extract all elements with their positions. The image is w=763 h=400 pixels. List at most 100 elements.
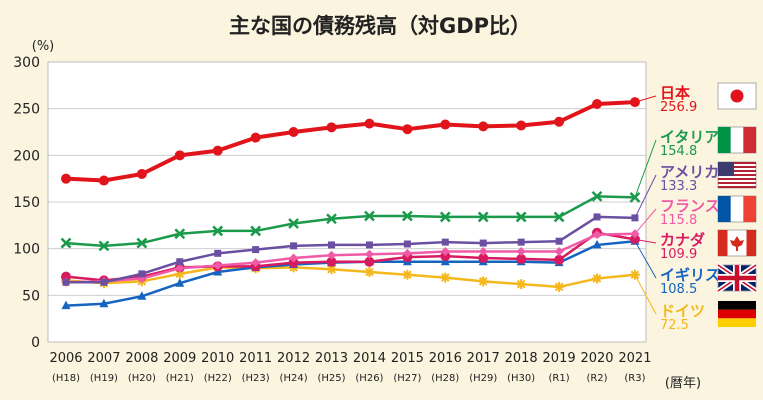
x-era-label: (H25)	[317, 373, 345, 384]
x-era-label: (H26)	[355, 373, 383, 384]
data-point	[516, 246, 526, 256]
data-point	[516, 120, 527, 131]
x-tick-label: 2014	[353, 351, 386, 366]
leader-line	[634, 208, 657, 235]
x-era-label: (H19)	[90, 373, 118, 384]
data-point	[364, 256, 375, 267]
x-era-label: (R1)	[549, 373, 570, 384]
x-era-label: (H20)	[128, 373, 156, 384]
chart-title: 主な国の債務残高（対GDP比）	[229, 14, 531, 38]
data-point	[137, 291, 147, 300]
x-era-label: (H29)	[469, 373, 497, 384]
y-tick-label: 0	[31, 335, 40, 351]
data-point	[212, 145, 223, 156]
plot-area: 0 50 100 150 200 250 300 2006 (H18) 2007 (H19) 2008…	[13, 55, 651, 384]
x-tick-label: 2017	[467, 351, 500, 366]
x-tick-label: 2007	[87, 351, 120, 366]
leader-line	[634, 95, 657, 103]
data-point	[440, 246, 450, 256]
leader-line	[634, 240, 657, 279]
x-era-label: (H27)	[393, 373, 421, 384]
data-point	[439, 211, 451, 223]
data-point	[327, 250, 337, 260]
data-point	[516, 279, 527, 290]
y-axis-label: (%)	[32, 39, 55, 54]
data-point	[553, 211, 565, 223]
x-tick-label: 2015	[391, 351, 424, 366]
x-tick-label: 2008	[125, 351, 158, 366]
legend-value: 72.5	[660, 318, 689, 333]
series-line	[65, 232, 635, 284]
data-point	[592, 239, 602, 249]
data-point	[328, 241, 336, 249]
legend-value: 154.8	[660, 144, 697, 159]
data-point	[62, 278, 70, 286]
legend-name: フランス	[660, 197, 720, 215]
x-era-label: (H24)	[280, 373, 308, 384]
x-era-label: (H28)	[431, 373, 459, 384]
data-point	[554, 246, 564, 256]
data-point	[288, 218, 299, 229]
y-tick-label: 300	[13, 55, 40, 71]
data-point	[326, 122, 337, 133]
x-tick-label: 2019	[543, 351, 576, 366]
flag-germany-icon	[718, 301, 756, 327]
data-point	[401, 210, 413, 222]
series-line	[65, 100, 636, 183]
x-tick-label: 2018	[505, 351, 538, 366]
legend-name: イタリア	[660, 128, 719, 146]
data-point	[402, 124, 413, 135]
y-tick-label: 150	[13, 195, 40, 211]
flag-italy-icon	[717, 126, 757, 154]
legend-value: 256.9	[660, 100, 697, 115]
x-era-label: (H18)	[52, 373, 80, 384]
data-point	[515, 211, 527, 223]
series-line	[66, 215, 635, 284]
legend-value: 109.9	[660, 247, 697, 262]
data-point	[175, 263, 185, 273]
data-point	[554, 281, 565, 292]
legend: 日本256.9イタリア154.8アメリカ133.3フランス115.8カナダ109…	[634, 82, 758, 333]
data-point	[251, 258, 261, 268]
legend-value: 133.3	[660, 179, 697, 194]
x-era-label: (H30)	[507, 373, 535, 384]
data-point	[592, 273, 603, 284]
data-point	[289, 253, 299, 263]
data-point	[441, 238, 449, 246]
data-point	[288, 127, 299, 137]
data-point	[554, 116, 565, 127]
data-point	[440, 272, 451, 283]
data-point	[440, 251, 451, 262]
data-point	[402, 248, 412, 258]
data-point	[402, 269, 413, 280]
x-tick-label: 2021	[618, 351, 651, 366]
data-point	[176, 258, 184, 266]
legend-name: イギリス	[660, 266, 720, 284]
data-point	[98, 240, 110, 252]
plot-border	[47, 61, 647, 343]
legend-name: カナダ	[660, 231, 705, 249]
legend-name: アメリカ	[660, 163, 719, 181]
x-tick-label: 2011	[239, 351, 272, 366]
data-point	[365, 241, 373, 249]
flag-france-icon	[717, 195, 757, 223]
data-point	[61, 173, 71, 184]
data-point	[555, 237, 563, 245]
data-point	[591, 191, 603, 202]
data-point	[174, 268, 185, 279]
data-point	[326, 256, 337, 267]
data-point	[288, 257, 299, 268]
data-point	[252, 246, 260, 254]
series-line	[65, 231, 636, 282]
series-line	[65, 266, 636, 289]
leader-line	[634, 174, 657, 219]
x-tick-label: 2012	[277, 351, 310, 366]
data-point	[554, 254, 565, 265]
data-point	[403, 240, 411, 248]
series-japan	[61, 97, 640, 186]
